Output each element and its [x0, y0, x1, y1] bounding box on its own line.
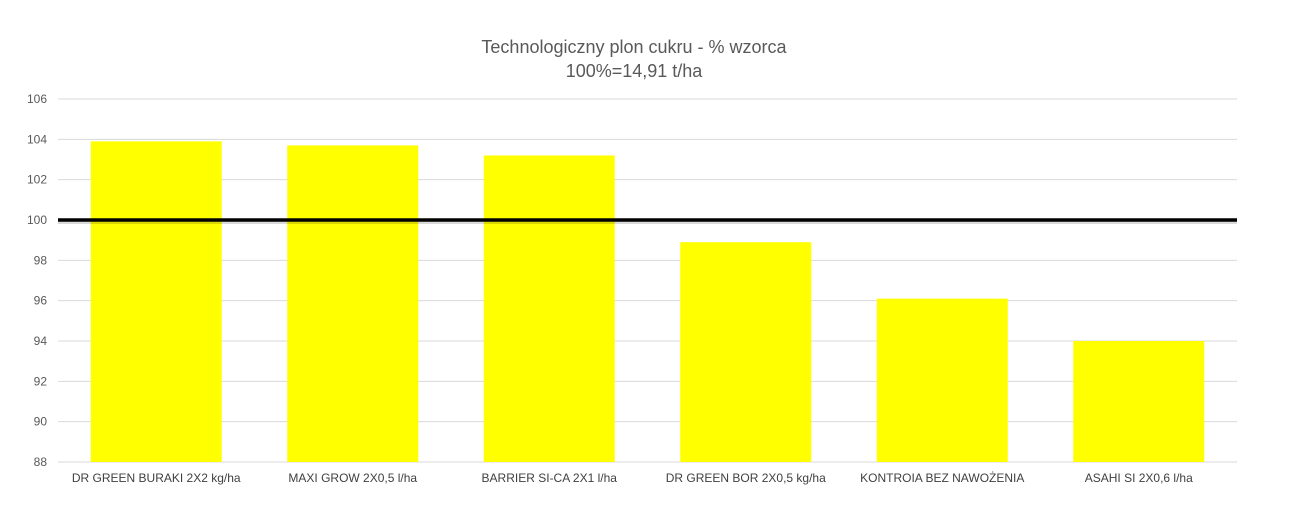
- y-tick-label: 92: [34, 374, 48, 388]
- x-tick-label: DR GREEN BURAKI 2X2 kg/ha: [72, 471, 241, 485]
- grid-lines: [58, 98, 1237, 463]
- chart-subtitle: 100%=14,91 t/ha: [566, 61, 704, 81]
- bar: [287, 145, 419, 462]
- bar: [1073, 341, 1205, 462]
- y-tick-label: 96: [34, 294, 48, 308]
- bar: [680, 242, 812, 462]
- x-tick-label: KONTROIA BEZ NAWOŻENIA: [860, 471, 1024, 485]
- x-tick-label: MAXI GROW 2X0,5 l/ha: [288, 471, 417, 485]
- reference-line-group: [58, 218, 1237, 224]
- y-tick-label: 106: [27, 92, 47, 106]
- bar: [876, 298, 1008, 462]
- x-tick-label: DR GREEN BOR 2X0,5 kg/ha: [666, 471, 826, 485]
- y-tick-label: 90: [34, 415, 48, 429]
- y-tick-label: 98: [34, 253, 48, 267]
- y-tick-label: 100: [27, 213, 47, 227]
- bar: [483, 155, 615, 462]
- x-axis: DR GREEN BURAKI 2X2 kg/ha MAXI GROW 2X0,5…: [72, 471, 1193, 485]
- y-tick-label: 88: [34, 455, 48, 469]
- y-tick-label: 104: [27, 132, 47, 146]
- y-axis: 88 90 92 94 96 98 100 102 104 106: [27, 92, 47, 469]
- chart-title: Technologiczny plon cukru - % wzorca: [481, 37, 787, 57]
- y-tick-label: 102: [27, 173, 47, 187]
- y-tick-label: 94: [34, 334, 48, 348]
- bars: [90, 141, 1205, 462]
- bar: [90, 141, 222, 462]
- x-tick-label: BARRIER SI-CA 2X1 l/ha: [482, 471, 618, 485]
- x-tick-label: ASAHI SI 2X0,6 l/ha: [1085, 471, 1193, 485]
